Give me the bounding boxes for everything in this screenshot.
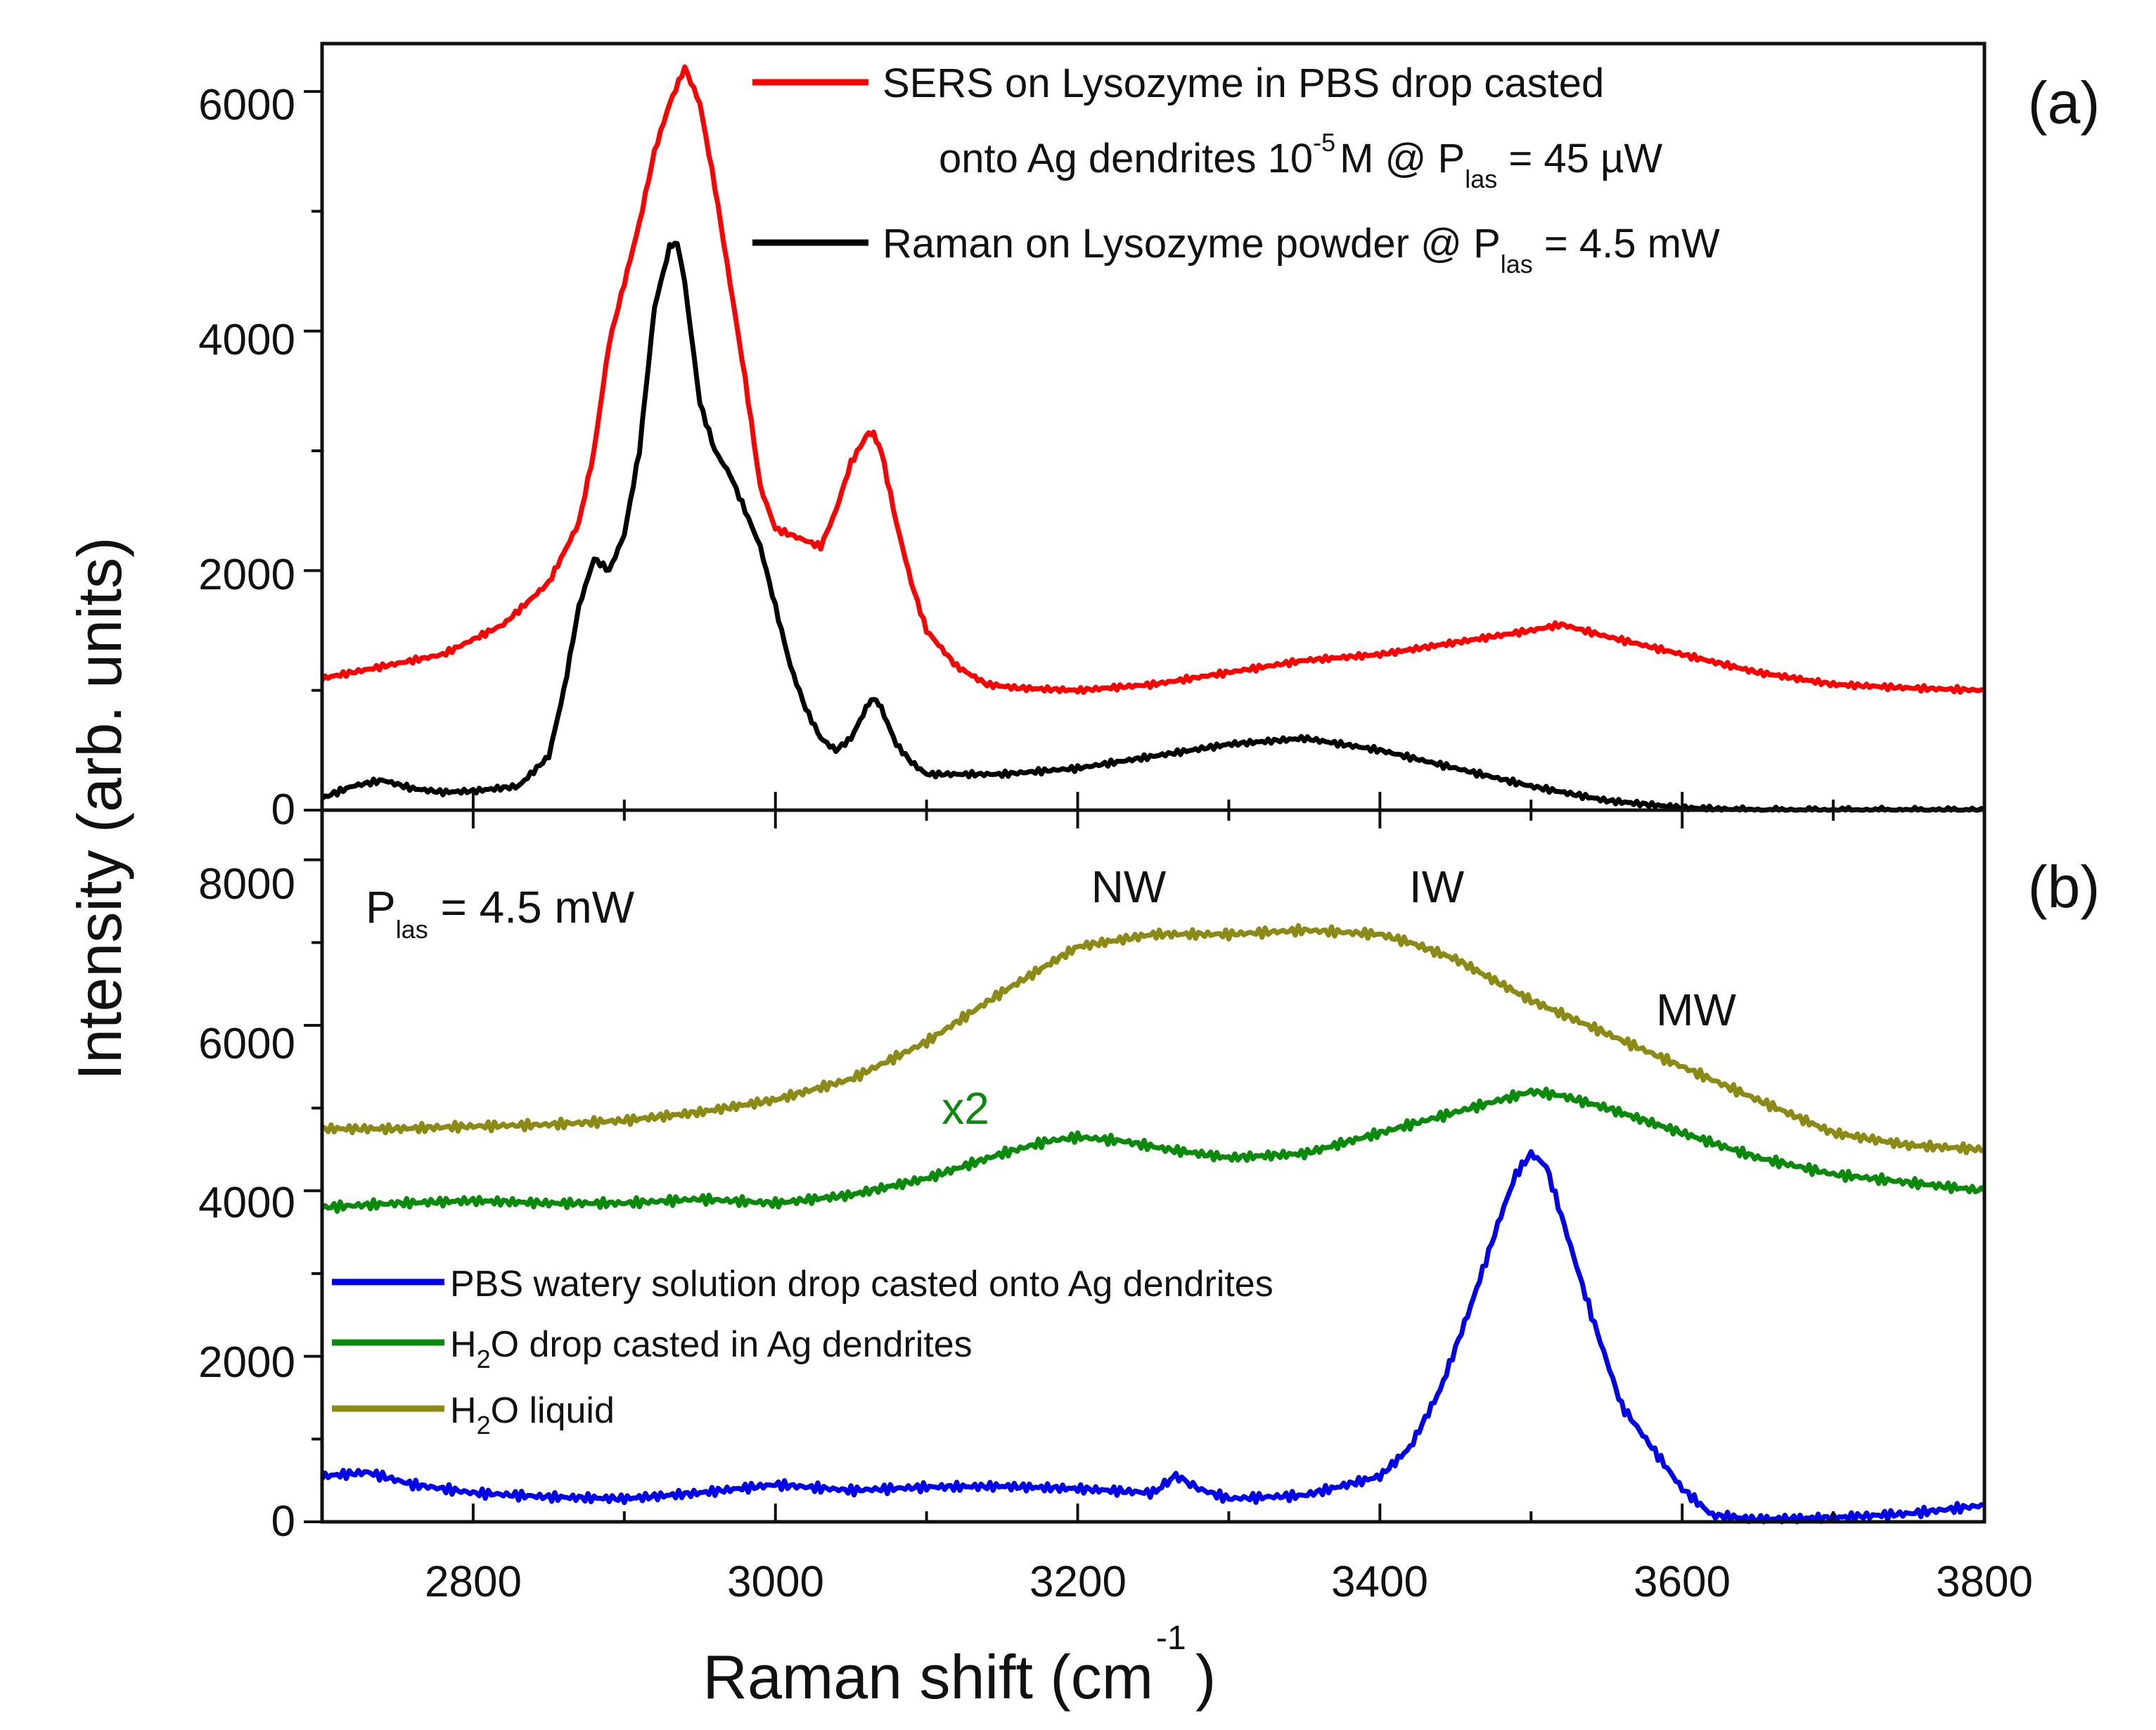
xtick-label: 3000 bbox=[727, 1558, 824, 1606]
legend-sers-line2-post: = 45 µW bbox=[1497, 136, 1662, 181]
b-ytick-label: 0 bbox=[271, 1497, 295, 1546]
series-line-a-0 bbox=[320, 64, 1985, 696]
legend-h2o-liquid-pre: H bbox=[450, 1390, 477, 1431]
y-axis-title: Intensity (arb. units) bbox=[65, 537, 134, 1081]
panel-b-curves bbox=[319, 923, 1987, 1525]
legend-sers-line1: SERS on Lysozyme in PBS drop casted bbox=[883, 60, 1604, 106]
legend-sers-line2-sup: -5 bbox=[1313, 128, 1335, 157]
plas-sub: las bbox=[396, 915, 428, 944]
legend-raman-post: = 4.5 mW bbox=[1533, 221, 1720, 267]
axis-ticks bbox=[304, 90, 1986, 1523]
xtick-label: 3400 bbox=[1331, 1558, 1428, 1606]
a-ytick-label: 4000 bbox=[198, 316, 295, 364]
legend-pbs: PBS watery solution drop casted onto Ag … bbox=[450, 1264, 1273, 1305]
legend-sers-line2-mid: M @ P bbox=[1340, 136, 1465, 181]
iw-label: IW bbox=[1409, 861, 1465, 912]
nw-label: NW bbox=[1091, 861, 1167, 912]
series-line-b-2 bbox=[321, 923, 1986, 1155]
plas-pre: P bbox=[366, 882, 396, 933]
legend-sers-line2-pre: onto Ag dendrites 10 bbox=[939, 136, 1313, 181]
legend-h2o-drop-post: O drop casted in Ag dendrites bbox=[491, 1324, 973, 1365]
legend-a: SERS on Lysozyme in PBS drop casted onto… bbox=[752, 60, 1720, 278]
series-line-b-0 bbox=[319, 1149, 1985, 1525]
legend-h2o-drop-pre: H bbox=[450, 1324, 477, 1365]
b-ytick-label: 8000 bbox=[198, 860, 295, 909]
xtick-label: 3200 bbox=[1029, 1558, 1127, 1606]
legend-raman-pre: Raman on Lysozyme powder @ P bbox=[883, 221, 1501, 267]
xtick-label: 3600 bbox=[1634, 1558, 1731, 1606]
legend-sers-line2-sub: las bbox=[1465, 165, 1497, 193]
legend-h2o-drop: H2O drop casted in Ag dendrites bbox=[450, 1324, 973, 1373]
xtick-label: 2800 bbox=[425, 1558, 522, 1606]
x-axis-title-close: ) bbox=[1195, 1642, 1216, 1712]
legend-sers-line2: onto Ag dendrites 10-5 M @ Plas = 45 µW bbox=[939, 128, 1662, 193]
a-ytick-label: 0 bbox=[271, 786, 295, 834]
x-axis-title-main: Raman shift (cm bbox=[702, 1642, 1153, 1712]
legend-b: PBS watery solution drop casted onto Ag … bbox=[332, 1264, 1273, 1440]
b-ytick-label: 4000 bbox=[198, 1179, 295, 1227]
x-axis-title-sup: -1 bbox=[1156, 1620, 1186, 1657]
b-ytick-label: 6000 bbox=[198, 1020, 295, 1068]
plas-post: = 4.5 mW bbox=[428, 882, 635, 933]
legend-h2o-drop-sub: 2 bbox=[477, 1345, 491, 1373]
legend-raman: Raman on Lysozyme powder @ Plas = 4.5 mW bbox=[883, 221, 1720, 278]
x2-label: x2 bbox=[942, 1083, 989, 1134]
panel-b-frame bbox=[320, 808, 1987, 1524]
mw-label: MW bbox=[1656, 985, 1736, 1035]
b-ytick-label: 2000 bbox=[198, 1338, 295, 1387]
legend-h2o-liquid: H2O liquid bbox=[450, 1390, 615, 1440]
panel-b-label: (b) bbox=[2028, 854, 2100, 920]
series-line-b-1 bbox=[320, 1087, 1987, 1214]
x-axis-title: Raman shift (cm -1 ) bbox=[702, 1620, 1216, 1712]
a-ytick-label: 2000 bbox=[198, 551, 295, 599]
legend-h2o-liquid-post: O liquid bbox=[491, 1390, 615, 1431]
panel-a-label: (a) bbox=[2028, 70, 2100, 136]
plas-annotation: Plas = 4.5 mW bbox=[366, 882, 635, 944]
a-ytick-label: 6000 bbox=[198, 81, 295, 129]
legend-raman-sub: las bbox=[1501, 250, 1533, 278]
xtick-label: 3800 bbox=[1936, 1558, 2033, 1606]
legend-h2o-liquid-sub: 2 bbox=[477, 1411, 491, 1440]
